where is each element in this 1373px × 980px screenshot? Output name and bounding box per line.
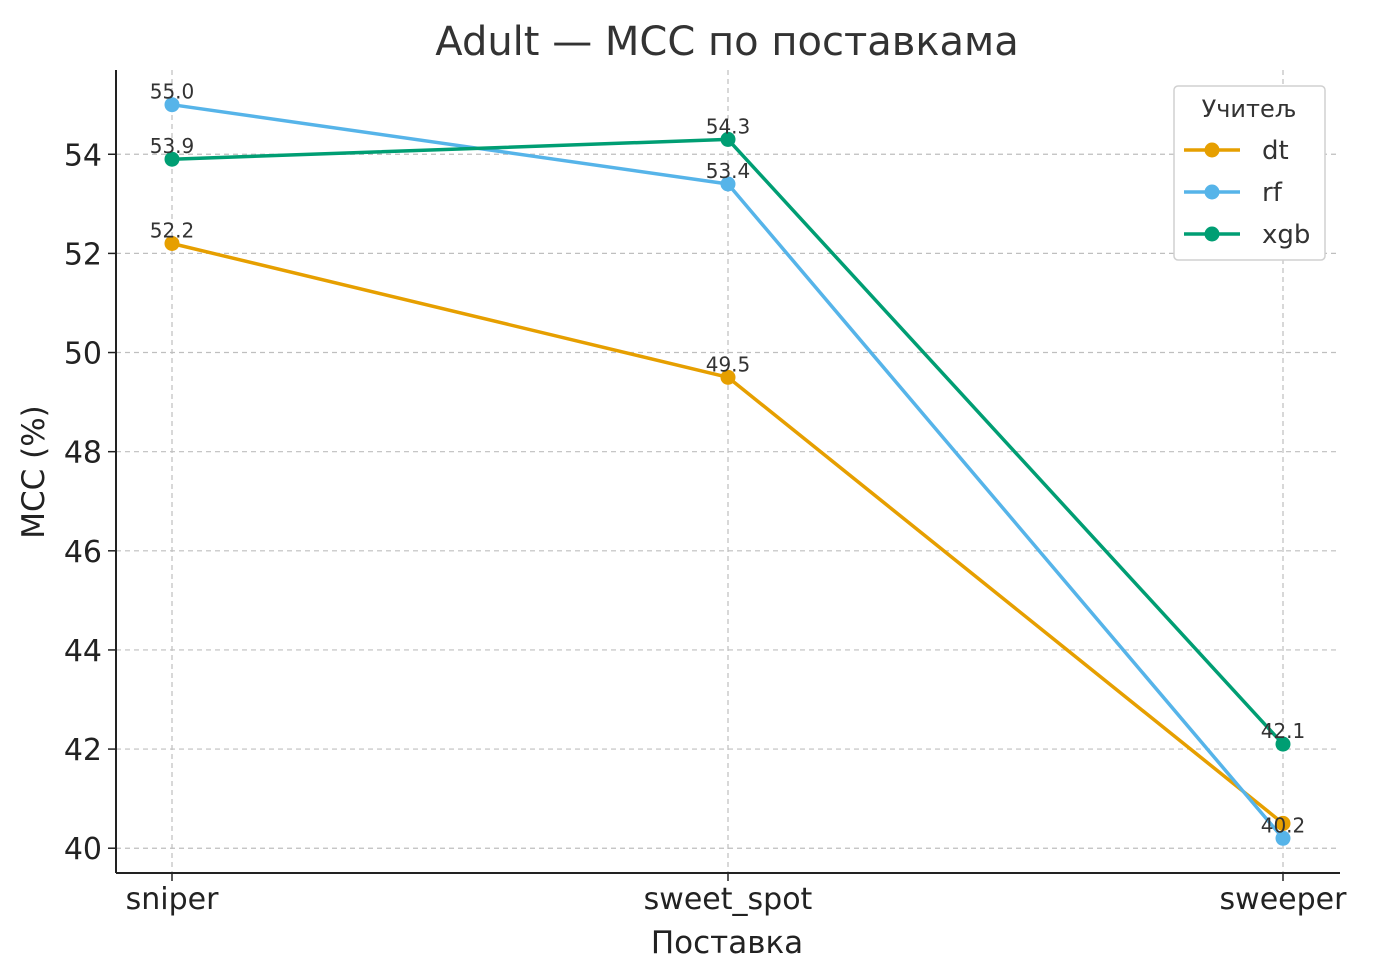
legend-title: Учитељ [1202,95,1297,123]
data-label-rf: 53.4 [706,159,751,183]
series-layer: 52.2 49.5 55.0 53.4 40.2 53.9 54.3 42.1 [150,80,1306,846]
data-label-rf: 40.2 [1261,813,1306,837]
series-xgb [164,131,1291,752]
data-point-xgb [164,151,180,167]
data-label-xgb: 42.1 [1261,719,1306,743]
data-label-xgb: 54.3 [706,114,751,138]
y-tick-label: 48 [64,436,102,471]
data-point-dt [1275,815,1291,831]
legend-swatch-marker [1204,226,1220,242]
y-tick-label: 54 [64,138,102,173]
x-tick-label: sweeper [1220,882,1348,917]
data-point-rf [1275,830,1291,846]
y-axis-label: MCC (%) [16,405,52,539]
legend-swatch-marker [1204,184,1220,200]
legend-label: rf [1262,178,1283,208]
series-rf [164,97,1291,846]
y-tick-label: 52 [64,237,102,272]
data-point-rf [720,176,736,192]
legend-entry-xgb: xgb [1184,220,1310,250]
data-point-dt [720,369,736,385]
y-tick-label: 46 [64,535,102,570]
legend-label: dt [1262,136,1289,166]
data-point-dt [164,235,180,251]
data-point-rf [164,97,180,113]
ticks: 40 42 44 46 48 50 52 54 sniper sweet_spot sweeper [64,138,1347,917]
data-point-xgb [720,131,736,147]
y-tick-label: 44 [64,634,102,669]
legend-entry-rf: rf [1184,178,1283,208]
chart-title: Adult — MCC по поставкама [435,19,1018,65]
legend-entry-dt: dt [1184,136,1289,166]
y-tick-label: 42 [64,733,102,768]
x-tick-label: sniper [126,882,219,917]
legend-box [1173,85,1326,261]
y-tick-label: 50 [64,337,102,372]
data-label-rf: 55.0 [150,80,195,104]
x-tick-label: sweet_spot [644,882,813,917]
legend-swatch-marker [1204,142,1220,158]
x-axis-label: Поставка [651,925,803,961]
legend: Учитељ dt rf xgb [1173,85,1326,261]
data-label-xgb: 53.9 [150,134,195,158]
series-dt [164,235,1291,831]
data-label-dt: 49.5 [706,352,751,376]
data-label-dt: 52.2 [150,218,195,242]
data-point-xgb [1275,736,1291,752]
legend-label: xgb [1262,220,1310,250]
y-tick-label: 40 [64,832,102,867]
